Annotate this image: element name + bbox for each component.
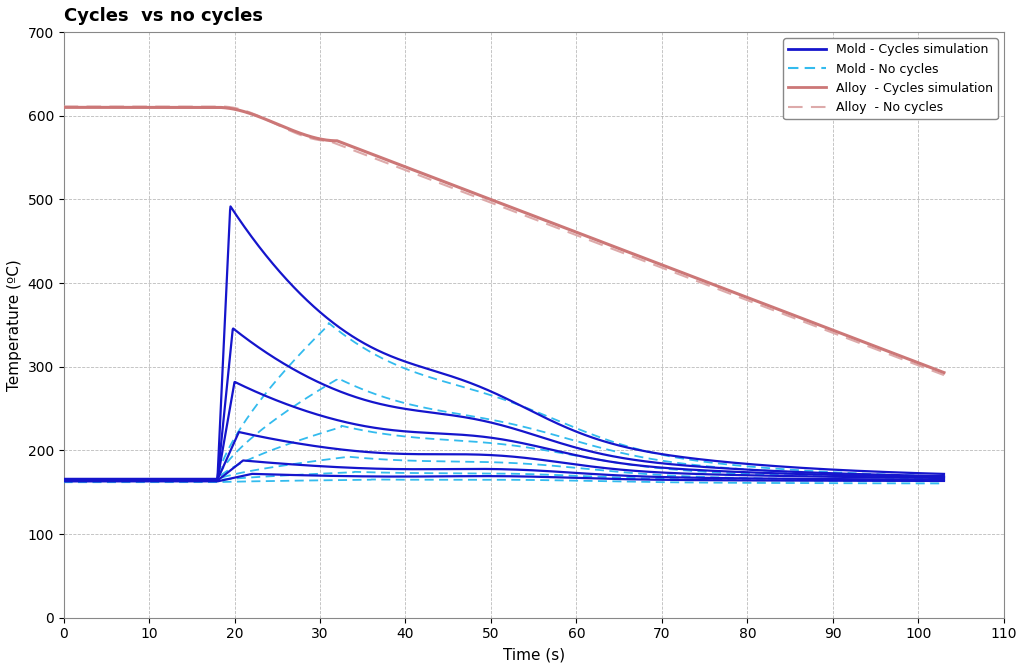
Y-axis label: Temperature (ºC): Temperature (ºC): [7, 259, 22, 391]
Legend: Mold - Cycles simulation, Mold - No cycles, Alloy  - Cycles simulation, Alloy  -: Mold - Cycles simulation, Mold - No cycl…: [783, 38, 997, 119]
X-axis label: Time (s): Time (s): [503, 647, 565, 662]
Text: Cycles  vs no cycles: Cycles vs no cycles: [63, 7, 262, 25]
